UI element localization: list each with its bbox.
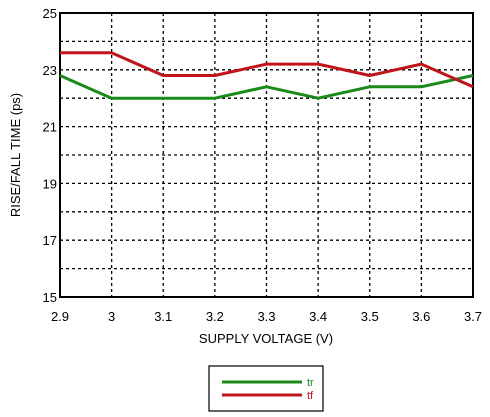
y-tick-label: 15	[43, 290, 57, 305]
x-tick-label: 3.7	[464, 309, 482, 324]
y-tick-label: 19	[43, 176, 57, 191]
x-axis-label: SUPPLY VOLTAGE (V)	[199, 331, 333, 346]
series-line-tr	[59, 74, 474, 100]
grid-lines	[60, 13, 473, 297]
x-tick-label: 3.4	[309, 309, 327, 324]
x-tick-label: 3	[108, 309, 115, 324]
x-tick-label: 3.2	[206, 309, 224, 324]
series-lines	[59, 51, 474, 100]
y-tick-label: 21	[43, 120, 57, 135]
x-tick-label: 3.5	[361, 309, 379, 324]
x-tick-labels: 2.9 3 3.1 3.2 3.3 3.4 3.5 3.6 3.7	[51, 309, 482, 324]
legend-label-tr: tr	[307, 377, 314, 389]
x-tick-label: 3.1	[154, 309, 172, 324]
y-tick-labels: 15 17 19 21 23 25	[43, 6, 57, 305]
x-tick-label: 3.6	[412, 309, 430, 324]
y-tick-label: 17	[43, 233, 57, 248]
y-axis-label: RISE/FALL TIME (ps)	[8, 93, 23, 217]
legend-label-tf: tf	[307, 390, 314, 402]
x-tick-label: 3.3	[257, 309, 275, 324]
y-tick-label: 25	[43, 6, 57, 21]
legend-box	[208, 365, 324, 412]
y-tick-label: 23	[43, 63, 57, 78]
series-line-tf	[60, 51, 474, 89]
x-tick-label: 2.9	[51, 309, 69, 324]
plot-frame	[59, 12, 474, 298]
